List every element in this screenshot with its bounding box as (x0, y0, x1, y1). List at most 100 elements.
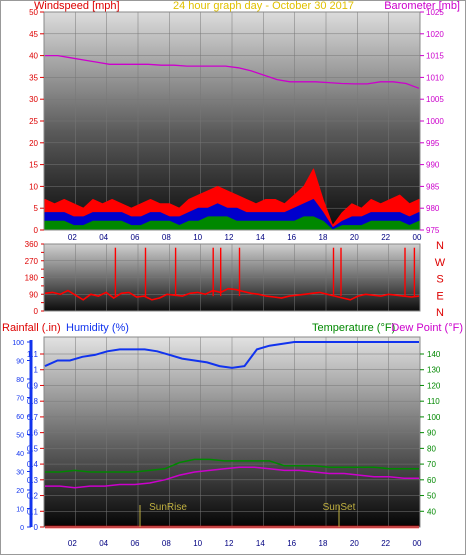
humidity-tick-label: 40 (16, 451, 24, 458)
temp-tick-label: 100 (427, 413, 441, 422)
compass-label: N (436, 307, 444, 319)
humidity-tick-label: 0 (20, 525, 24, 532)
dewpoint-axis-title: Dew Point (°F) (391, 322, 463, 334)
humidity-tick-label: 70 (16, 396, 24, 403)
y-tick-label: 50 (29, 8, 38, 17)
rain-tick-label: 0.8 (27, 397, 39, 406)
humidity-tick-label: 10 (16, 507, 24, 514)
y2-tick-label: 1025 (426, 8, 444, 17)
temp-tick-label: 40 (427, 507, 436, 516)
x-tick-label: 04 (99, 233, 108, 242)
y2-tick-label: 975 (426, 226, 440, 235)
x-tick-label: 10 (193, 539, 202, 548)
x-tick-label: 16 (287, 233, 296, 242)
compass-label: E (436, 290, 443, 302)
y2-tick-label: 1020 (426, 30, 444, 39)
wind-avg-area (44, 199, 420, 231)
compass-label: W (435, 257, 446, 269)
temp-tick-label: 140 (427, 350, 441, 359)
y2-tick-label: 980 (426, 204, 440, 213)
barometer-axis-title: Barometer [mb] (384, 0, 460, 12)
y-tick-label: 0 (34, 226, 39, 235)
x-tick-label: 18 (319, 539, 328, 548)
x-tick-label: 12 (225, 539, 234, 548)
y-tick-label: 20 (29, 139, 38, 148)
y-tick-label: 15 (29, 161, 38, 170)
x-tick-label: 14 (256, 539, 265, 548)
y-tick-label: 90 (29, 290, 38, 299)
barometer-line (45, 54, 420, 89)
compass-label: S (436, 274, 443, 286)
temp-tick-label: 50 (427, 492, 436, 501)
x-tick-label: 06 (131, 233, 140, 242)
temp-tick-label: 80 (427, 444, 436, 453)
x-tick-label: 06 (131, 539, 140, 548)
x-tick-label: 22 (381, 539, 390, 548)
wind-direction-line (44, 287, 420, 301)
rain-tick-label: 0.7 (27, 413, 39, 422)
rain-tick-label: 1 (34, 366, 39, 375)
temp-tick-label: 60 (427, 476, 436, 485)
temperature-line (45, 458, 419, 473)
rain-tick-label: 0 (34, 523, 39, 532)
x-tick-label: 18 (319, 233, 328, 242)
y-tick-label: 25 (29, 117, 38, 126)
plot-frame (43, 336, 421, 528)
y2-tick-label: 985 (426, 182, 440, 191)
rain-tick-label: 0.4 (27, 460, 39, 469)
sunset-label: SunSet (323, 502, 356, 513)
humidity-tick-label: 20 (16, 488, 24, 495)
x-tick-label: 22 (381, 233, 390, 242)
x-tick-label: 04 (99, 539, 108, 548)
x-tick-label: 08 (162, 539, 171, 548)
y-tick-label: 180 (25, 274, 39, 283)
x-tick-label: 20 (350, 233, 359, 242)
y2-tick-label: 1005 (426, 95, 444, 104)
humidity-tick-label: 50 (16, 433, 24, 440)
temp-tick-label: 120 (427, 381, 441, 390)
humidity-tick-label: 80 (16, 377, 24, 384)
humidity-tick-label: 100 (12, 340, 24, 347)
rain-tick-label: 1.1 (27, 350, 39, 359)
y2-tick-label: 1000 (426, 117, 444, 126)
humidity-tick-label: 60 (16, 414, 24, 421)
y-tick-label: 35 (29, 73, 38, 82)
temp-tick-label: 90 (427, 429, 436, 438)
x-tick-label: 16 (287, 539, 296, 548)
y2-tick-label: 990 (426, 161, 440, 170)
rain-tick-label: 0.1 (27, 507, 39, 516)
y-tick-label: 30 (29, 95, 38, 104)
rainfall-axis-title: Rainfall (.in) (2, 322, 61, 334)
compass-label: N (436, 240, 444, 252)
y2-tick-label: 1015 (426, 52, 444, 61)
dewpoint-line (45, 466, 419, 489)
x-tick-label: 14 (256, 233, 265, 242)
x-tick-label: 20 (350, 539, 359, 548)
rain-tick-label: 0.3 (27, 476, 39, 485)
x-tick-label: 02 (68, 233, 77, 242)
x-tick-label: 00 (413, 233, 422, 242)
wind-gust-area (44, 168, 420, 231)
x-tick-label: 02 (68, 539, 77, 548)
humidity-tick-label: 30 (16, 470, 24, 477)
windspeed-axis-title: Windspeed [mph] (34, 0, 120, 12)
x-tick-label: 08 (162, 233, 171, 242)
rain-tick-label: 0.6 (27, 429, 39, 438)
rain-tick-label: 0.5 (27, 444, 39, 453)
x-tick-label: 12 (225, 233, 234, 242)
rain-tick-label: 0.2 (27, 492, 39, 501)
temperature-axis-title: Temperature (°F) (312, 322, 395, 334)
chart-title: 24 hour graph day - October 30 2017 (173, 0, 354, 12)
humidity-line (44, 341, 419, 369)
x-tick-label: 00 (413, 539, 422, 548)
y2-tick-label: 995 (426, 139, 440, 148)
humidity-tick-label: 90 (16, 359, 24, 366)
sunrise-label: SunRise (149, 502, 187, 513)
rain-tick-label: 0.9 (27, 381, 39, 390)
temp-tick-label: 130 (427, 366, 441, 375)
y-tick-label: 0 (34, 307, 39, 316)
y2-tick-label: 1010 (426, 73, 444, 82)
